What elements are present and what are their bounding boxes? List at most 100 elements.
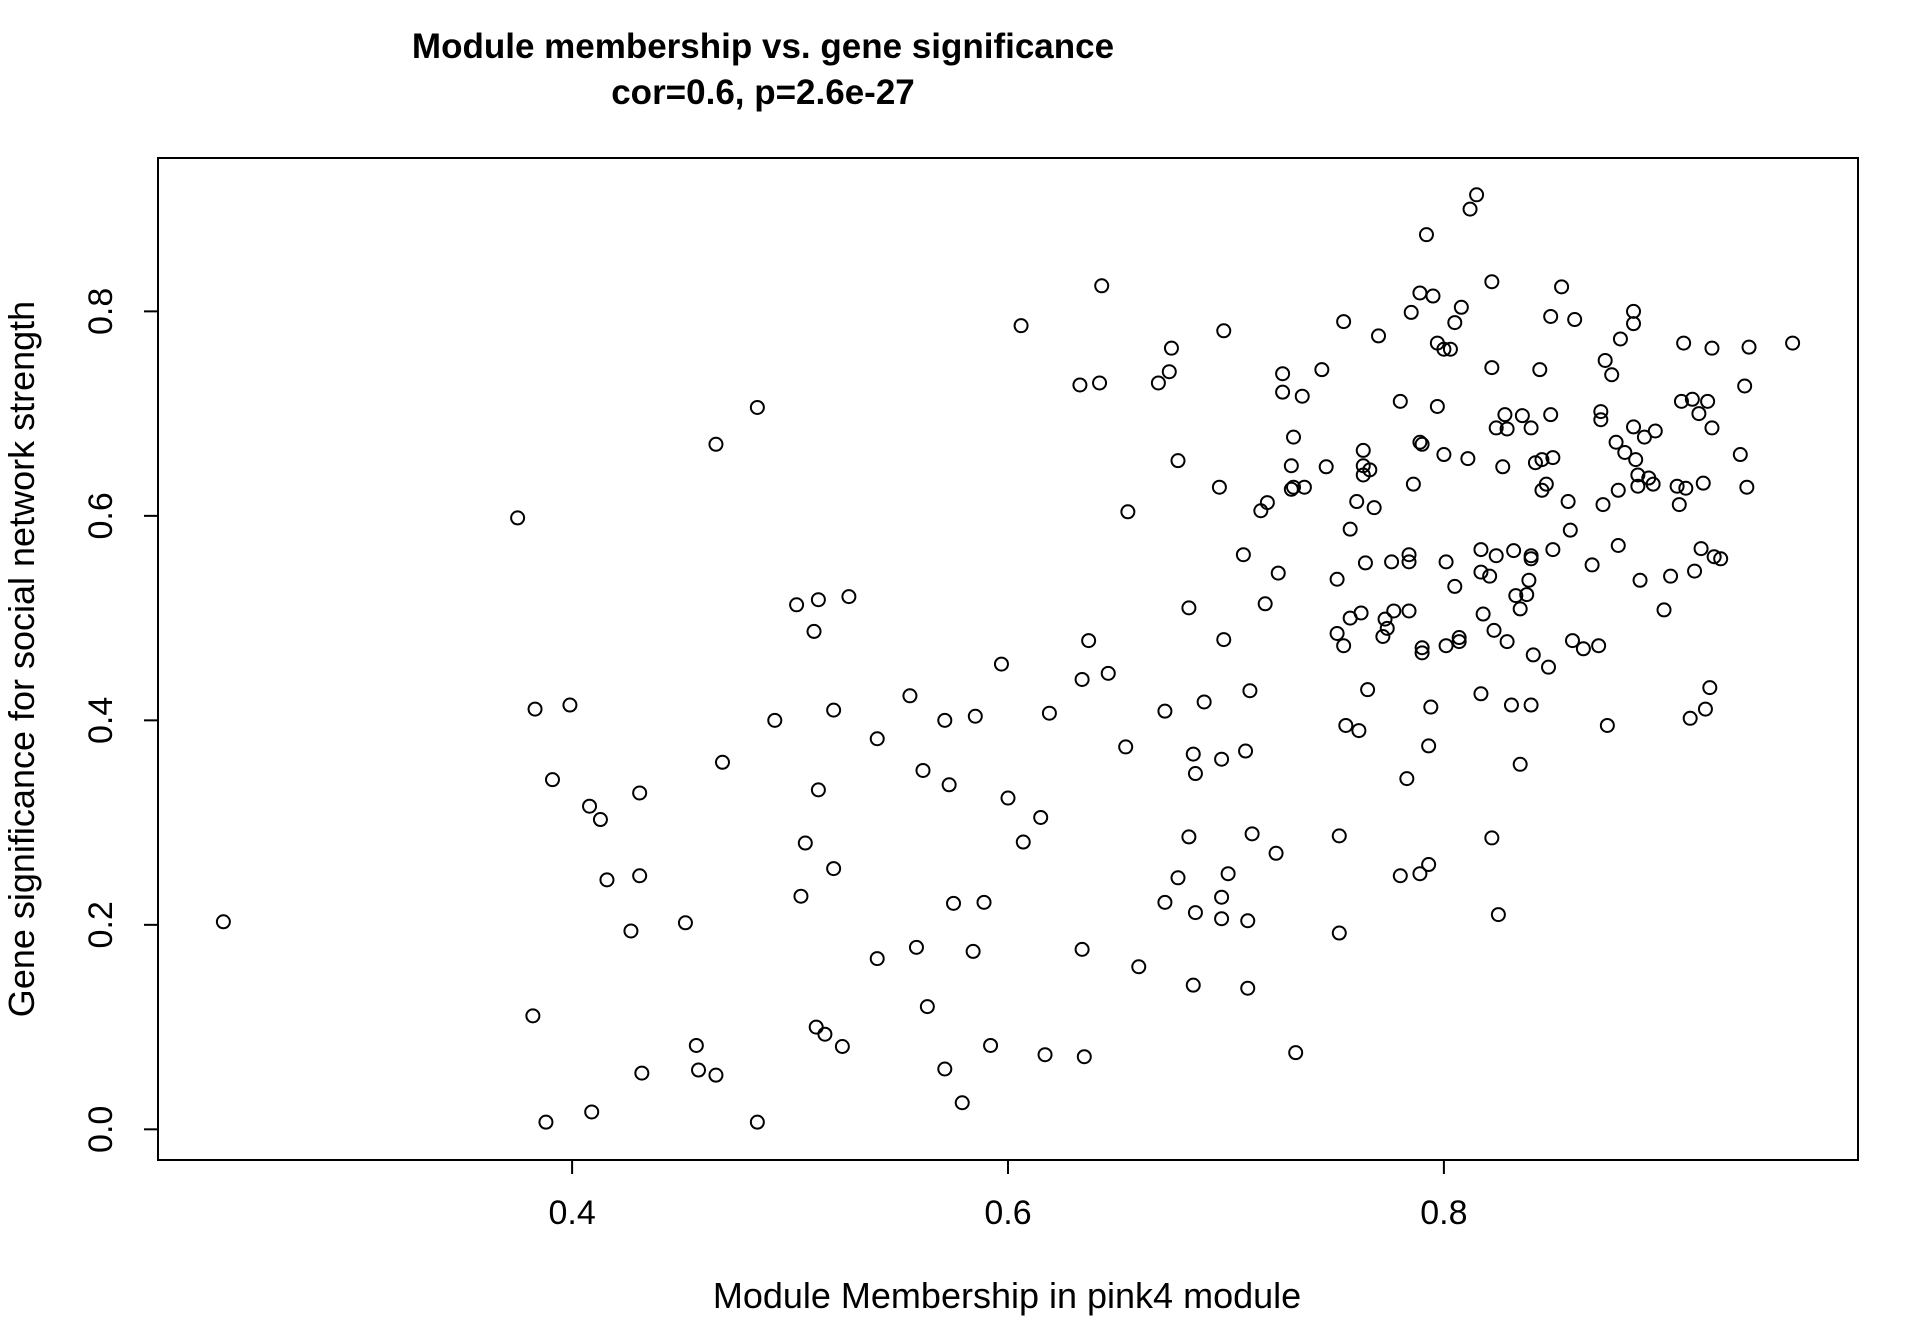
data-point xyxy=(810,592,826,608)
data-point xyxy=(1567,312,1583,328)
data-point xyxy=(1423,699,1439,715)
data-point xyxy=(1412,866,1428,882)
data-point xyxy=(1451,630,1467,646)
data-point xyxy=(1401,547,1417,563)
data-point xyxy=(817,1026,833,1042)
data-point xyxy=(1462,201,1478,217)
data-point xyxy=(1238,743,1254,759)
data-point xyxy=(1617,444,1633,460)
data-point xyxy=(1523,551,1539,567)
data-point xyxy=(1519,587,1535,603)
data-point xyxy=(632,868,648,884)
data-point xyxy=(1697,701,1713,717)
data-point xyxy=(1033,809,1049,825)
y-tick-label: 0.2 xyxy=(82,901,120,948)
data-point xyxy=(789,597,805,613)
y-axis-label: Gene significance for social network str… xyxy=(1,301,42,1017)
data-point xyxy=(1235,547,1251,563)
data-point xyxy=(1700,393,1716,409)
data-point xyxy=(1785,335,1801,351)
data-point xyxy=(1331,828,1347,844)
data-point xyxy=(1185,977,1201,993)
data-point xyxy=(1181,600,1197,616)
data-point xyxy=(1595,497,1611,513)
data-point xyxy=(806,623,822,639)
data-point xyxy=(1460,451,1476,467)
chart-title: Module membership vs. gene significance xyxy=(412,27,1114,66)
data-point xyxy=(902,688,918,704)
data-point xyxy=(1405,476,1421,492)
data-point xyxy=(1626,316,1642,332)
data-point xyxy=(1630,478,1646,494)
data-point xyxy=(1560,494,1576,510)
data-point xyxy=(1257,596,1273,612)
data-point xyxy=(538,1114,554,1130)
data-point xyxy=(1630,467,1646,483)
data-point xyxy=(1216,632,1232,648)
data-point xyxy=(1375,629,1391,645)
data-point xyxy=(1401,603,1417,619)
data-point xyxy=(1543,407,1559,423)
data-point xyxy=(1100,665,1116,681)
data-point xyxy=(1495,459,1511,475)
data-point xyxy=(562,697,578,713)
data-point xyxy=(1543,308,1559,324)
data-point xyxy=(1092,375,1108,391)
data-point xyxy=(1612,331,1628,347)
data-point xyxy=(1508,588,1524,604)
data-point xyxy=(1414,640,1430,656)
data-point xyxy=(1610,482,1626,498)
data-point xyxy=(1695,475,1711,491)
data-point xyxy=(584,1104,600,1120)
data-point xyxy=(1584,557,1600,573)
data-point xyxy=(1270,565,1286,581)
data-point xyxy=(1704,340,1720,356)
data-point xyxy=(1512,756,1528,772)
data-point xyxy=(1150,375,1166,391)
data-point xyxy=(1626,303,1642,319)
data-point xyxy=(1163,340,1179,356)
data-point xyxy=(1473,542,1489,558)
data-point xyxy=(1488,420,1504,436)
data-point xyxy=(1737,378,1753,394)
data-point xyxy=(1414,645,1430,661)
data-point xyxy=(510,510,526,526)
data-point xyxy=(1037,1047,1053,1063)
data-point xyxy=(1523,697,1539,713)
data-point xyxy=(1425,288,1441,304)
data-point xyxy=(1545,542,1561,558)
data-point xyxy=(1562,522,1578,538)
data-point xyxy=(1296,479,1312,495)
data-point xyxy=(1268,845,1284,861)
data-point xyxy=(688,1037,704,1053)
data-point xyxy=(1094,278,1110,294)
data-point xyxy=(1678,480,1694,496)
data-point xyxy=(1074,941,1090,957)
data-point xyxy=(1386,603,1402,619)
data-point xyxy=(1503,697,1519,713)
data-point xyxy=(1591,638,1607,654)
data-point xyxy=(793,888,809,904)
y-tick-label: 0.6 xyxy=(82,492,120,539)
data-point xyxy=(983,1037,999,1053)
data-point xyxy=(1336,638,1352,654)
data-point xyxy=(1170,453,1186,469)
data-point xyxy=(1499,421,1515,437)
data-point xyxy=(834,1039,850,1055)
data-point xyxy=(1187,905,1203,921)
data-point xyxy=(1597,352,1613,368)
data-point xyxy=(1554,279,1570,295)
data-point xyxy=(1392,868,1408,884)
data-point xyxy=(1259,495,1275,511)
data-point xyxy=(1523,420,1539,436)
data-point xyxy=(976,894,992,910)
data-point xyxy=(937,712,953,728)
data-point xyxy=(954,1095,970,1111)
data-point xyxy=(1275,384,1291,400)
data-point xyxy=(1473,564,1489,580)
y-tick-label: 0.0 xyxy=(82,1106,120,1153)
data-point xyxy=(1486,622,1502,638)
data-point xyxy=(1636,429,1652,445)
data-point xyxy=(1118,739,1134,755)
data-point xyxy=(1545,450,1561,466)
